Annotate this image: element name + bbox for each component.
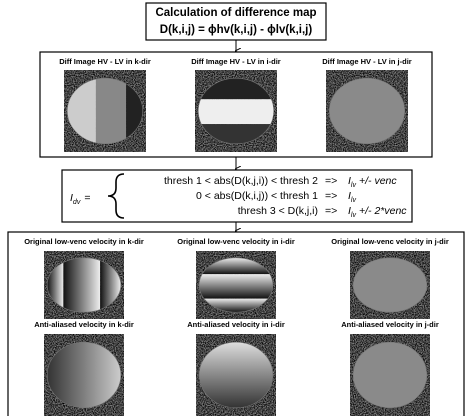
image-label: Original low-venc velocity in k-dir bbox=[24, 237, 144, 246]
image-content bbox=[199, 258, 273, 312]
mri-image bbox=[64, 70, 146, 152]
region bbox=[96, 78, 126, 144]
image-label: Anti-aliased velocity in i-dir bbox=[187, 320, 285, 329]
condition: 0 < abs(D(k,i,j)) < thresh 1 bbox=[196, 190, 318, 202]
header-equation: D(k,i,j) = ϕhv(k,i,j) - ϕlv(k,i,j) bbox=[160, 24, 313, 36]
image-content bbox=[47, 342, 121, 408]
arrow-sign: => bbox=[325, 205, 337, 217]
image-label: Diff Image HV - LV in i-dir bbox=[191, 57, 281, 66]
image-content bbox=[353, 258, 427, 312]
arrow-sign: => bbox=[325, 175, 337, 187]
region bbox=[198, 99, 273, 124]
image-content bbox=[67, 78, 142, 144]
region bbox=[353, 258, 427, 312]
region bbox=[199, 342, 273, 408]
diagram: Calculation of difference map D(k,i,j) =… bbox=[0, 0, 472, 416]
mri-image bbox=[195, 70, 277, 152]
mri-image bbox=[326, 70, 408, 152]
mri-image bbox=[350, 251, 430, 319]
result-suffix: +/- venc bbox=[359, 175, 397, 187]
condition: thresh 1 < abs(D(k,j,i)) < thresh 2 bbox=[164, 175, 318, 187]
image-label: Original low-venc velocity in i-dir bbox=[177, 237, 295, 246]
image-content bbox=[329, 78, 404, 144]
condition: thresh 3 < D(k,j,i) bbox=[238, 205, 318, 217]
region bbox=[47, 342, 121, 408]
image-label: Diff Image HV - LV in k-dir bbox=[59, 57, 151, 66]
mri-image bbox=[350, 334, 430, 416]
image-label: Anti-aliased velocity in j-dir bbox=[341, 320, 439, 329]
mri-image bbox=[44, 251, 124, 319]
result-sub: lv bbox=[351, 212, 357, 219]
mri-image bbox=[44, 334, 124, 416]
arrow-sign: => bbox=[325, 190, 337, 202]
region bbox=[329, 78, 404, 144]
region bbox=[63, 258, 100, 312]
mri-image bbox=[196, 251, 276, 319]
result-suffix: +/- 2*venc bbox=[359, 205, 407, 217]
result-sub: lv bbox=[351, 182, 357, 189]
header-title: Calculation of difference map bbox=[155, 7, 316, 19]
image-content bbox=[198, 78, 273, 144]
image-label: Original low-venc velocity in j-dir bbox=[331, 237, 449, 246]
mri-image bbox=[196, 334, 276, 416]
image-content bbox=[199, 342, 273, 408]
region bbox=[353, 342, 427, 408]
image-content bbox=[353, 342, 427, 408]
image-content bbox=[47, 258, 121, 312]
result-sub: lv bbox=[351, 197, 357, 204]
image-label: Anti-aliased velocity in k-dir bbox=[34, 320, 134, 329]
image-label: Diff Image HV - LV in j-dir bbox=[322, 57, 412, 66]
region bbox=[199, 274, 273, 298]
